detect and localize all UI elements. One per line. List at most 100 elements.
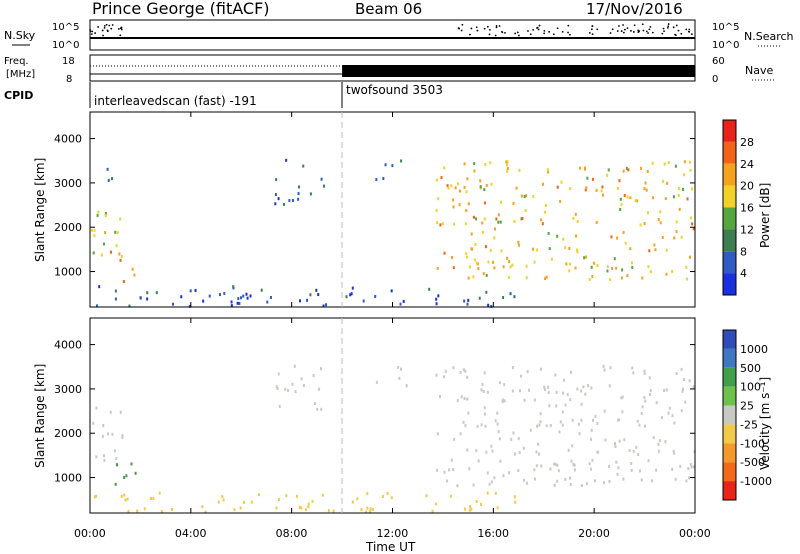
echo-cell xyxy=(482,389,485,393)
echo-cell xyxy=(274,193,277,197)
echo-cell xyxy=(532,195,535,199)
echo-cell xyxy=(549,424,552,428)
echo-cell xyxy=(533,260,536,264)
power-colorbar-tick: 20 xyxy=(740,180,754,193)
echo-cell xyxy=(446,479,449,483)
echo-cell xyxy=(351,286,354,290)
echo-cell xyxy=(95,455,98,459)
echo-cell xyxy=(93,228,96,232)
echo-cell xyxy=(525,194,528,198)
echo-cell xyxy=(571,418,574,422)
echo-cell xyxy=(489,161,492,165)
echo-cell xyxy=(613,257,616,261)
echo-cell xyxy=(478,296,481,300)
nsky-point xyxy=(514,32,517,35)
echo-cell xyxy=(384,163,387,167)
echo-cell xyxy=(291,198,294,202)
echo-cell xyxy=(103,242,106,246)
echo-cell xyxy=(480,502,483,506)
echo-cell xyxy=(494,419,497,423)
echo-cell xyxy=(450,184,453,188)
echo-cell xyxy=(90,228,93,232)
echo-cell xyxy=(510,437,513,441)
echo-cell xyxy=(673,451,676,455)
echo-cell xyxy=(321,493,324,497)
echo-cell xyxy=(481,221,484,225)
nsky-point xyxy=(105,23,108,26)
echo-cell xyxy=(485,290,488,294)
echo-cell xyxy=(569,262,572,266)
station-title: Prince George (fitACF) xyxy=(92,0,270,18)
nsky-point xyxy=(663,30,665,33)
echo-cell xyxy=(369,509,372,513)
echo-cell xyxy=(237,297,240,301)
echo-cell xyxy=(649,270,652,274)
echo-cell xyxy=(591,458,594,462)
cpid-label: CPID xyxy=(4,89,33,102)
nsky-point xyxy=(495,24,498,27)
echo-cell xyxy=(278,405,281,409)
echo-cell xyxy=(665,388,668,392)
echo-cell xyxy=(671,467,674,471)
echo-cell xyxy=(544,387,547,391)
echo-cell xyxy=(563,378,566,382)
nsky-point xyxy=(458,27,461,30)
echo-cell xyxy=(690,187,693,191)
echo-cell xyxy=(682,378,685,382)
echo-cell xyxy=(602,364,605,368)
echo-cell xyxy=(460,395,463,399)
echo-cell xyxy=(689,216,692,220)
echo-cell xyxy=(483,412,486,416)
echo-cell xyxy=(472,483,475,487)
echo-cell xyxy=(574,266,577,270)
echo-cell xyxy=(643,395,646,399)
echo-cell xyxy=(115,457,118,461)
echo-cell xyxy=(630,261,633,265)
y-tick-label: 2000 xyxy=(54,427,82,440)
echo-cell xyxy=(146,291,149,295)
echo-cell xyxy=(547,391,550,395)
echo-cell xyxy=(311,499,314,503)
echo-cell xyxy=(298,299,301,303)
echo-cell xyxy=(518,451,521,455)
echo-cell xyxy=(540,464,543,468)
echo-cell xyxy=(490,182,493,186)
echo-cell xyxy=(322,184,325,188)
nsky-point xyxy=(567,31,569,34)
echo-cell xyxy=(585,482,588,486)
nsky-point xyxy=(552,33,555,36)
echo-cell xyxy=(484,163,487,167)
echo-cell xyxy=(106,167,109,171)
echo-cell xyxy=(100,253,103,257)
echo-cell xyxy=(304,508,307,512)
nsky-point xyxy=(648,28,651,31)
echo-cell xyxy=(572,216,575,220)
echo-cell xyxy=(568,269,571,273)
echo-cell xyxy=(285,494,288,498)
echo-cell xyxy=(487,260,490,264)
echo-cell xyxy=(119,410,122,414)
echo-cell xyxy=(579,389,582,393)
echo-cell xyxy=(284,387,287,391)
echo-cell xyxy=(632,449,635,453)
x-tick-label: 12:00 xyxy=(377,527,409,540)
echo-cell xyxy=(476,424,479,428)
echo-cell xyxy=(459,371,462,375)
echo-cell xyxy=(397,365,400,369)
echo-cell xyxy=(638,423,641,427)
echo-cell xyxy=(689,168,692,172)
nsky-point xyxy=(616,30,619,32)
echo-cell xyxy=(189,289,192,293)
echo-cell xyxy=(675,220,678,224)
nsky-point xyxy=(685,28,688,31)
echo-cell xyxy=(621,276,624,280)
echo-cell xyxy=(568,246,571,250)
power-colorbar-swatch xyxy=(723,251,736,274)
echo-cell xyxy=(629,196,632,200)
echo-cell xyxy=(314,402,317,406)
velocity-colorbar: 1000 500 100 25 -25 -100 -500 -1000 xyxy=(722,329,772,501)
y-tick-label: 1000 xyxy=(54,472,82,485)
echo-cell xyxy=(595,220,598,224)
echo-cell xyxy=(660,416,663,420)
echo-cell xyxy=(483,201,486,205)
